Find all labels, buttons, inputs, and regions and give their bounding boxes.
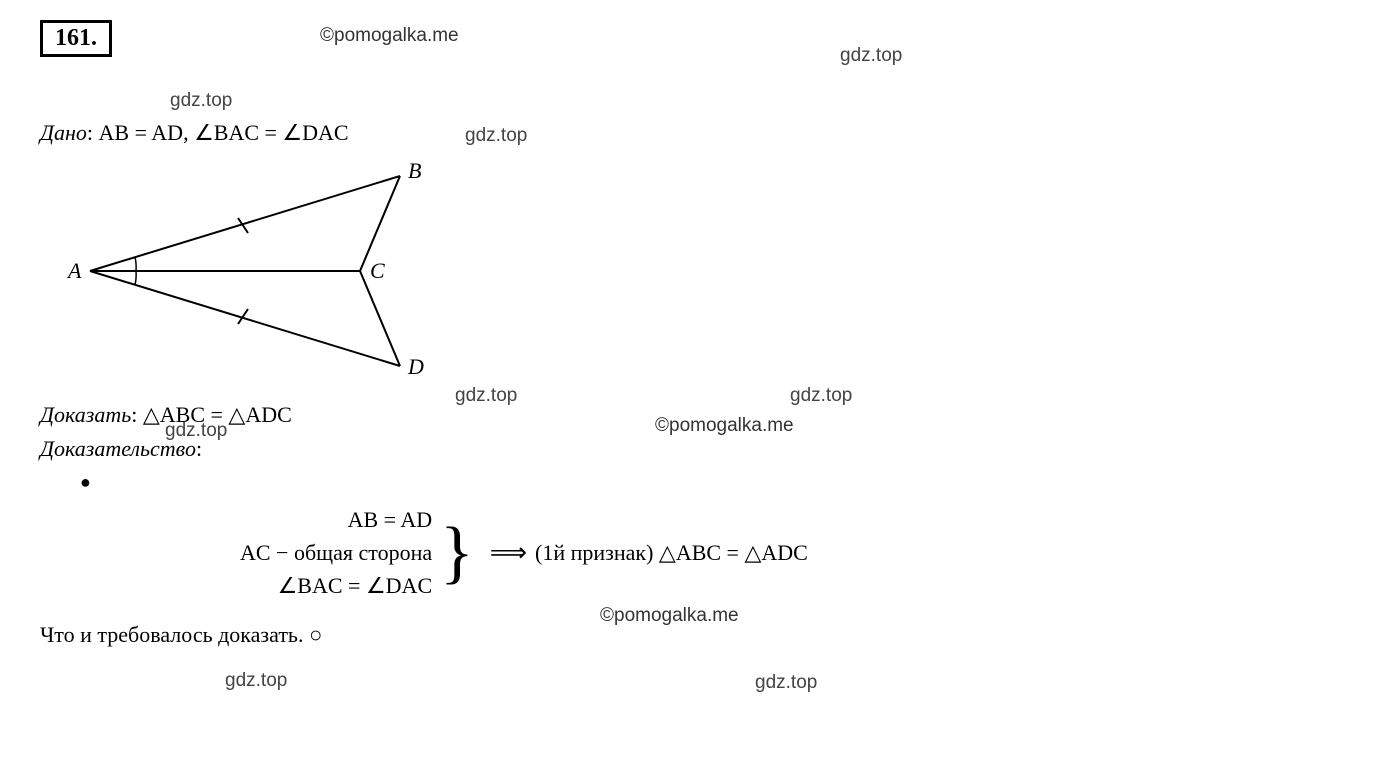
geometry-diagram: A B C D [60, 156, 1360, 392]
proof-block: AB = AD AC − общая сторона ∠BAC = ∠DAC }… [240, 503, 1360, 602]
implies-arrow: ⟹ [490, 538, 527, 568]
proof-conditions: AB = AD AC − общая сторона ∠BAC = ∠DAC [240, 503, 432, 602]
proof-bullet: ● [80, 472, 1360, 493]
proof-label-line: Доказательство: [40, 436, 1360, 462]
given-text: : AB = AD, ∠BAC = ∠DAC [87, 120, 349, 145]
watermark-gdz-6: gdz.top [165, 420, 227, 442]
brace: } [440, 535, 474, 570]
watermark-gdz-1: gdz.top [840, 45, 902, 67]
vertex-label-c: C [370, 258, 385, 283]
triangle-figure: A B C D [60, 156, 460, 386]
problem-number-box: 161. [40, 20, 1360, 67]
vertex-label-d: D [407, 354, 424, 379]
vertex-label-b: B [408, 158, 421, 183]
watermark-gdz-2: gdz.top [170, 90, 232, 112]
condition-3: ∠BAC = ∠DAC [278, 569, 433, 602]
watermark-gdz-5: gdz.top [790, 385, 852, 407]
watermark-pomogalka-3: ©pomogalka.me [600, 605, 739, 627]
watermark-gdz-3: gdz.top [465, 125, 527, 147]
watermark-gdz-8: gdz.top [755, 672, 817, 694]
condition-2: AC − общая сторона [240, 536, 432, 569]
given-line: Дано: AB = AD, ∠BAC = ∠DAC [40, 120, 1360, 146]
watermark-pomogalka-1: ©pomogalka.me [320, 25, 459, 47]
condition-1: AB = AD [348, 503, 433, 536]
proof-conclusion: (1й признак) △ABC = △ADC [535, 540, 808, 566]
given-label: Дано [40, 120, 87, 145]
problem-number: 161. [40, 20, 112, 57]
prove-label: Доказать [40, 402, 131, 427]
vertex-label-a: A [66, 258, 82, 283]
watermark-pomogalka-2: ©pomogalka.me [655, 415, 794, 437]
watermark-gdz-4: gdz.top [455, 385, 517, 407]
watermark-gdz-7: gdz.top [225, 670, 287, 692]
